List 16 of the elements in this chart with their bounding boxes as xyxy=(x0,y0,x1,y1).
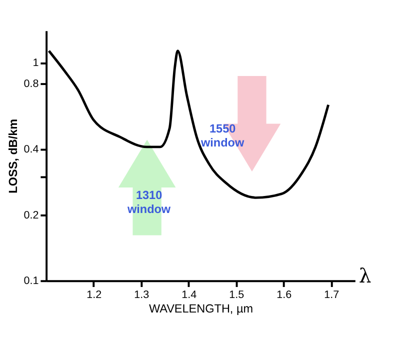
y-tick-label: 0.2 xyxy=(24,209,39,222)
x-tick-label: 1.5 xyxy=(229,288,244,301)
annotation: 1310 window xyxy=(126,189,172,216)
annotation: 1550 window xyxy=(200,122,245,150)
x-tick-label: 1.4 xyxy=(182,288,197,301)
y-tick-label: 0.4 xyxy=(24,144,39,156)
y-tick-label: 0.8 xyxy=(24,78,39,90)
y-tick-label: 0.1 xyxy=(24,275,39,288)
x-tick-label: 1.2 xyxy=(86,288,102,301)
x-tick-label: 1.3 xyxy=(134,288,150,301)
x-axis-title: WAVELENGTH, µm xyxy=(148,302,254,316)
y-axis-title: LOSS, dB/km xyxy=(6,118,20,194)
x-tick-label: 1.6 xyxy=(276,288,292,301)
y-tick-label: 1 xyxy=(32,56,39,69)
x-tick-label: 1.7 xyxy=(324,288,340,301)
text: λ xyxy=(358,264,372,288)
